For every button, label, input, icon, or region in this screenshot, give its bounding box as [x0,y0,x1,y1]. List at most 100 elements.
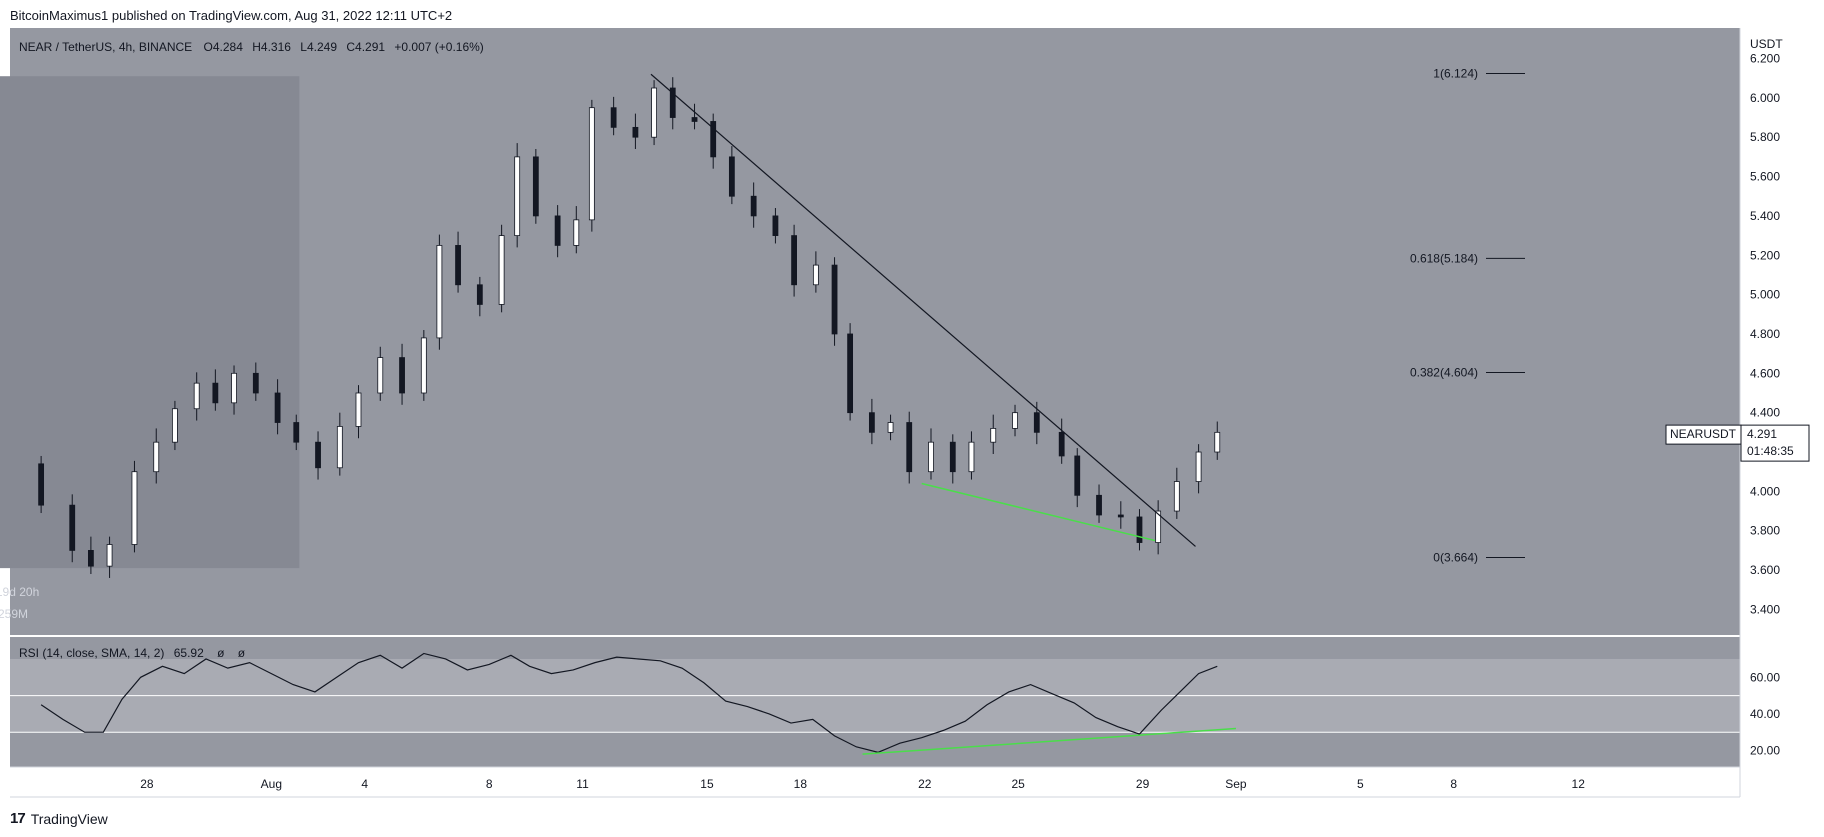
time-tick-label: 29 [1136,777,1150,791]
candle [968,441,975,473]
high-label: H [252,40,261,54]
candle [1195,451,1202,482]
time-tick-label: 8 [1450,777,1457,791]
overlays-layer [650,73,1196,547]
rsi-tick-label: 40.00 [1750,707,1780,721]
candle [772,215,779,236]
range-bars-label: 119 bars, 19d 20h [0,585,39,599]
candles-layer [38,77,1221,578]
candle [812,264,819,286]
fib-label: 1(6.124) [1433,66,1478,80]
candle [436,245,443,339]
time-axis-ticks[interactable]: 28 Aug 4 8 11 15 18 22 25 29 Sep 5 8 12 [140,777,1585,791]
candle [1155,510,1162,543]
low-label: L [300,40,307,54]
rsi-tick-label: 20.00 [1750,744,1780,758]
rsi-extra-1: ø [217,646,225,660]
price-tick-label: 5.200 [1750,248,1780,262]
candle [728,156,735,197]
price-divergence-line [921,482,1156,542]
time-tick-label: Aug [261,777,282,791]
price-tag-value: 4.291 [1747,427,1777,441]
time-tick-label: 28 [140,777,154,791]
price-tick-label: 4.000 [1750,484,1780,498]
candle [588,107,595,221]
rsi-line [40,652,1218,753]
symbol-title: NEAR / TetherUS, 4h, BINANCE [19,40,192,54]
rsi-tick-label: 60.00 [1750,670,1780,684]
candle [1033,412,1040,433]
candle [498,235,505,305]
currency-label: USDT [1750,37,1783,51]
candle [847,333,854,414]
candle [887,422,894,433]
rsi-label: RSI (14, close, SMA, 14, 2) [19,646,164,660]
candle [1214,431,1221,453]
price-tick-label: 6.000 [1750,91,1780,105]
price-tick-label: 3.400 [1750,602,1780,616]
time-tick-label: 22 [918,777,932,791]
rsi-axis-ticks[interactable]: 60.00 40.00 20.00 [1750,670,1780,757]
price-axis-ticks[interactable]: 6.200 6.000 5.800 5.600 5.400 5.200 5.000 4.800… [1750,51,1780,616]
candle [212,382,219,404]
candle [69,504,76,551]
candle [710,121,717,158]
price-tick-label: 3.800 [1750,524,1780,538]
candle [791,235,798,286]
descending-trendline [650,73,1196,547]
low-value: 4.249 [307,40,337,54]
time-tick-label: 4 [361,777,368,791]
rsi-extra-2: ø [238,646,246,660]
candle [532,156,539,217]
candle [906,422,913,473]
candle [1058,431,1065,457]
candle [377,357,384,394]
candle [868,412,875,433]
rsi-layer [40,652,1236,755]
candle [420,337,427,394]
candle [355,392,362,427]
price-tick-label: 3.600 [1750,563,1780,577]
price-tick-label: 5.400 [1750,209,1780,223]
candle [990,428,997,443]
symbol-tag-text: NEARUSDT [1670,427,1737,441]
candle [573,219,580,246]
candle [514,156,521,236]
candle [315,441,321,469]
candle [1136,516,1143,543]
time-tick-label: 25 [1011,777,1025,791]
candle [1012,412,1018,429]
candle [252,372,259,394]
candle [610,107,617,128]
candle [554,215,561,246]
fib-label: 0.382(4.604) [1410,366,1478,380]
candle [750,195,757,217]
last-price-tag: NEARUSDT 4.291 01:48:35 [1665,424,1810,462]
candle [476,284,483,305]
candle [293,422,300,443]
time-tick-label: 12 [1572,777,1586,791]
candle [1117,514,1124,518]
candle [172,408,178,443]
date-range-box[interactable] [0,76,300,569]
change-value: +0.007 (+0.16%) [394,40,483,54]
candle [669,87,676,118]
time-tick-label: 8 [486,777,493,791]
close-value: 4.291 [355,40,385,54]
price-tag-countdown: 01:48:35 [1747,444,1794,458]
price-tick-label: 5.600 [1750,170,1780,184]
open-value: 4.284 [213,40,243,54]
candle [651,87,657,138]
footer-brand: TradingView [30,810,108,827]
candle [231,372,237,404]
candle [131,471,138,545]
candle [455,245,461,286]
symbol-info: NEAR / TetherUS, 4h, BINANCE O4.284 H4.3… [19,40,484,54]
range-vol-label: Vol 232.259M [0,607,28,621]
time-tick-label: 18 [794,777,808,791]
candle [336,426,343,469]
candle [1096,494,1102,516]
time-tick-label: 11 [576,777,589,791]
candle [38,463,45,506]
